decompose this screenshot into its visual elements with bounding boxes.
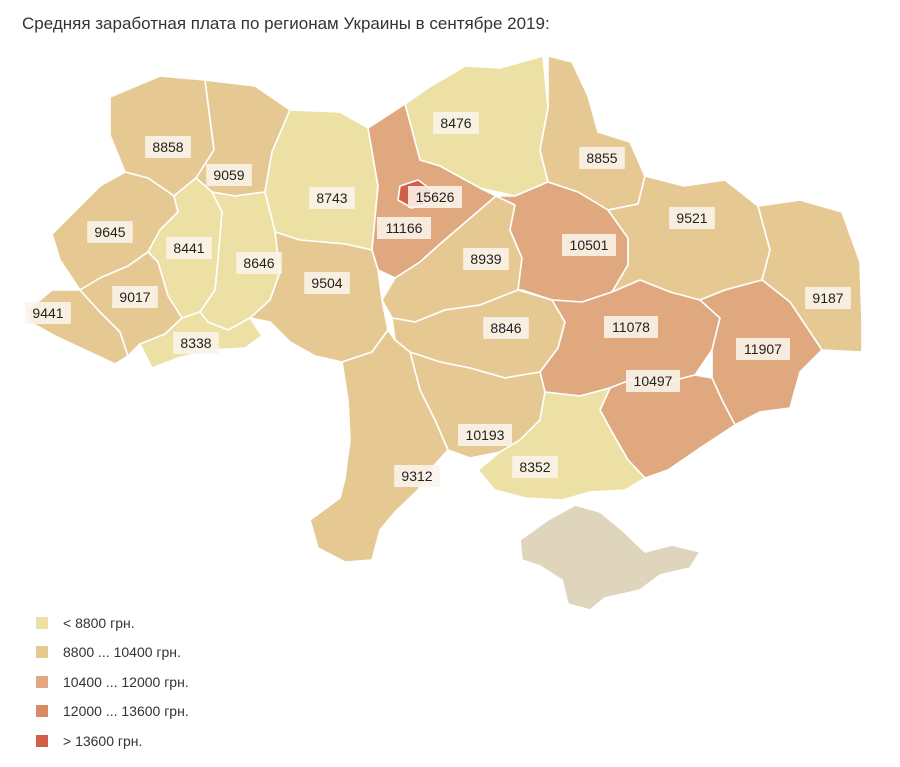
region-value-label: 11166 xyxy=(377,217,431,239)
region-value: 9504 xyxy=(311,275,342,291)
region-value: 8476 xyxy=(440,115,471,131)
region-value-label: 10497 xyxy=(626,370,680,392)
region-value: 10497 xyxy=(634,373,673,389)
region-value-label: 8846 xyxy=(483,317,529,339)
legend-label: < 8800 грн. xyxy=(63,614,135,631)
region-value: 10501 xyxy=(570,237,609,253)
region-value-label: 11907 xyxy=(736,338,790,360)
region-value-label: 8646 xyxy=(236,252,282,274)
region-value: 10193 xyxy=(466,427,505,443)
region-value: 8846 xyxy=(490,320,521,336)
region-value: 8743 xyxy=(316,190,347,206)
map-title: Средняя заработная плата по регионам Укр… xyxy=(22,14,550,33)
region-value-label: 8441 xyxy=(166,237,212,259)
label-box xyxy=(145,136,191,158)
region-value: 9521 xyxy=(676,210,707,226)
label-box xyxy=(112,286,158,308)
label-box xyxy=(736,338,790,360)
region-zhytomyr[interactable] xyxy=(264,109,379,251)
region-value-label: 9312 xyxy=(394,465,440,487)
region-value-label: 8476 xyxy=(433,112,479,134)
region-value: 9187 xyxy=(812,290,843,306)
region-value-label: 8743 xyxy=(309,187,355,209)
region-value-label: 9059 xyxy=(206,164,252,186)
region-value: 8352 xyxy=(519,459,550,475)
legend-item: > 13600 грн. xyxy=(36,726,189,756)
label-box xyxy=(309,187,355,209)
legend-item: 12000 ... 13600 грн. xyxy=(36,697,189,727)
region-value: 8338 xyxy=(180,335,211,351)
label-box xyxy=(25,302,71,324)
label-box xyxy=(304,272,350,294)
region-value-label: 15626 xyxy=(408,186,462,208)
region-value: 11907 xyxy=(744,341,782,357)
region-crimea xyxy=(519,504,701,611)
region-value: 9312 xyxy=(401,468,432,484)
legend-item: < 8800 грн. xyxy=(36,608,189,638)
region-value: 9645 xyxy=(94,224,125,240)
region-value-label: 10193 xyxy=(458,424,512,446)
label-box xyxy=(433,112,479,134)
region-value-label: 8858 xyxy=(145,136,191,158)
region-value: 11166 xyxy=(386,220,423,236)
legend-swatch xyxy=(36,646,48,659)
region-value: 8855 xyxy=(586,150,617,166)
legend-item: 8800 ... 10400 грн. xyxy=(36,638,189,668)
region-value: 8646 xyxy=(243,255,274,271)
label-box xyxy=(458,424,512,446)
region-value: 8858 xyxy=(152,139,183,155)
label-box xyxy=(512,456,558,478)
region-value-label: 8352 xyxy=(512,456,558,478)
legend-label: > 13600 грн. xyxy=(63,732,143,749)
label-box xyxy=(206,164,252,186)
legend-swatch xyxy=(36,616,48,629)
region-value-label: 9504 xyxy=(304,272,350,294)
region-value: 15626 xyxy=(416,189,455,205)
region-value-label: 9017 xyxy=(112,286,158,308)
region-value: 11078 xyxy=(612,319,650,335)
region-value: 9059 xyxy=(213,167,244,183)
region-value: 8441 xyxy=(173,240,204,256)
region-value-label: 9441 xyxy=(25,302,71,324)
region-value-label: 10501 xyxy=(562,234,616,256)
label-box xyxy=(173,332,219,354)
region-odesa[interactable] xyxy=(309,329,449,563)
region-value-label: 8939 xyxy=(463,248,509,270)
region-value-label: 9521 xyxy=(669,207,715,229)
label-box xyxy=(805,287,851,309)
legend-item: 10400 ... 12000 грн. xyxy=(36,667,189,697)
label-box xyxy=(626,370,680,392)
region-value-label: 9645 xyxy=(87,221,133,243)
label-box xyxy=(87,221,133,243)
label-box xyxy=(463,248,509,270)
label-box xyxy=(483,317,529,339)
label-box xyxy=(408,186,462,208)
map-legend: < 8800 грн. 8800 ... 10400 грн. 10400 ..… xyxy=(36,608,189,756)
label-box xyxy=(377,217,431,239)
region-value: 9017 xyxy=(119,289,150,305)
region-value-label: 11078 xyxy=(604,316,658,338)
label-box xyxy=(669,207,715,229)
legend-label: 8800 ... 10400 грн. xyxy=(63,644,181,661)
legend-label: 12000 ... 13600 грн. xyxy=(63,703,189,720)
label-box xyxy=(394,465,440,487)
label-box xyxy=(579,147,625,169)
label-box xyxy=(604,316,658,338)
region-value-label: 8338 xyxy=(173,332,219,354)
region-value: 8939 xyxy=(470,251,501,267)
legend-swatch xyxy=(36,705,48,718)
region-value: 9441 xyxy=(32,305,63,321)
label-box xyxy=(562,234,616,256)
region-value-label: 9187 xyxy=(805,287,851,309)
region-luhansk[interactable] xyxy=(757,199,863,353)
legend-swatch xyxy=(36,675,48,688)
region-value-label: 8855 xyxy=(579,147,625,169)
label-box xyxy=(166,237,212,259)
legend-swatch xyxy=(36,734,48,747)
label-box xyxy=(236,252,282,274)
legend-label: 10400 ... 12000 грн. xyxy=(63,673,189,690)
